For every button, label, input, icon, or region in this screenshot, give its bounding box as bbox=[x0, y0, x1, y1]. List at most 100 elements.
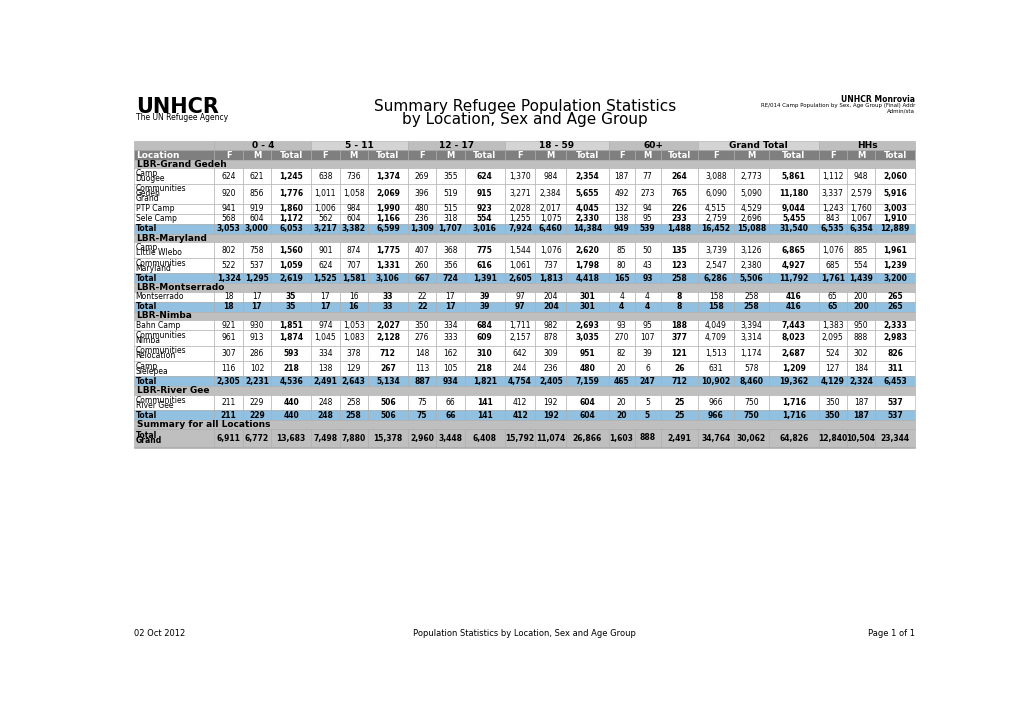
Bar bbox=[436, 395, 465, 411]
Bar bbox=[311, 361, 340, 376]
Text: 11,792: 11,792 bbox=[779, 274, 809, 283]
Text: 6,286: 6,286 bbox=[703, 274, 728, 283]
Bar bbox=[876, 150, 915, 160]
Bar bbox=[847, 224, 876, 234]
Text: 23,344: 23,344 bbox=[881, 434, 910, 442]
Bar bbox=[436, 273, 465, 283]
Text: 1,851: 1,851 bbox=[280, 321, 303, 329]
Bar bbox=[876, 214, 915, 224]
Bar bbox=[243, 169, 271, 184]
Bar bbox=[733, 302, 769, 312]
Bar bbox=[243, 214, 271, 224]
Text: 258: 258 bbox=[744, 292, 759, 301]
Bar bbox=[876, 376, 915, 387]
Bar bbox=[340, 429, 368, 447]
Text: 236: 236 bbox=[544, 364, 558, 373]
Bar bbox=[733, 429, 769, 447]
Text: 17: 17 bbox=[321, 292, 330, 301]
Bar bbox=[733, 243, 769, 258]
Bar bbox=[769, 361, 818, 376]
Bar bbox=[214, 204, 243, 214]
Text: 1,059: 1,059 bbox=[280, 261, 303, 270]
Bar bbox=[505, 395, 536, 411]
Text: Grand: Grand bbox=[136, 436, 162, 445]
Bar bbox=[876, 273, 915, 283]
Bar bbox=[818, 184, 847, 204]
Text: 270: 270 bbox=[614, 333, 629, 342]
Text: 184: 184 bbox=[854, 364, 868, 373]
Text: Sele Camp: Sele Camp bbox=[136, 214, 176, 224]
Bar bbox=[311, 140, 408, 150]
Bar bbox=[818, 204, 847, 214]
Text: 1,439: 1,439 bbox=[849, 274, 873, 283]
Bar bbox=[311, 330, 340, 345]
Text: Total: Total bbox=[575, 151, 599, 159]
Text: 20: 20 bbox=[616, 411, 627, 420]
Text: LBR-Nimba: LBR-Nimba bbox=[136, 311, 193, 321]
Bar bbox=[536, 214, 566, 224]
Bar bbox=[698, 224, 733, 234]
Bar bbox=[733, 395, 769, 411]
Bar bbox=[698, 330, 733, 345]
Bar bbox=[465, 395, 505, 411]
Bar bbox=[408, 302, 436, 312]
Text: 26: 26 bbox=[674, 364, 685, 373]
Text: 13,683: 13,683 bbox=[276, 434, 306, 442]
Text: 568: 568 bbox=[221, 214, 236, 224]
Bar bbox=[698, 184, 733, 204]
Text: 2,333: 2,333 bbox=[884, 321, 907, 329]
Text: 2,095: 2,095 bbox=[822, 333, 844, 342]
Text: 6,460: 6,460 bbox=[539, 224, 563, 233]
Bar bbox=[566, 273, 608, 283]
Text: 562: 562 bbox=[318, 214, 333, 224]
Text: 4,927: 4,927 bbox=[782, 261, 806, 270]
Text: 1,603: 1,603 bbox=[609, 434, 634, 442]
Bar bbox=[608, 330, 635, 345]
Text: 356: 356 bbox=[443, 261, 458, 270]
Bar bbox=[733, 224, 769, 234]
Text: 204: 204 bbox=[544, 292, 558, 301]
Text: 2,620: 2,620 bbox=[575, 245, 599, 255]
Text: Total: Total bbox=[473, 151, 497, 159]
Text: Total: Total bbox=[136, 302, 157, 311]
Text: 1,053: 1,053 bbox=[343, 321, 365, 329]
Bar bbox=[214, 214, 243, 224]
Bar bbox=[818, 395, 847, 411]
Bar bbox=[733, 330, 769, 345]
Bar bbox=[847, 292, 876, 302]
Bar bbox=[698, 395, 733, 411]
Text: 2,231: 2,231 bbox=[245, 377, 269, 386]
Text: 26,866: 26,866 bbox=[572, 434, 602, 442]
Text: 440: 440 bbox=[284, 411, 299, 420]
Bar bbox=[505, 361, 536, 376]
Bar bbox=[698, 150, 733, 160]
Bar bbox=[311, 411, 340, 421]
Text: 14,384: 14,384 bbox=[572, 224, 602, 233]
Bar bbox=[271, 302, 311, 312]
Bar bbox=[271, 224, 311, 234]
Bar bbox=[769, 243, 818, 258]
Bar bbox=[566, 169, 608, 184]
Bar bbox=[340, 214, 368, 224]
Text: 915: 915 bbox=[477, 190, 493, 198]
Bar bbox=[271, 292, 311, 302]
Bar bbox=[408, 243, 436, 258]
Text: 1,716: 1,716 bbox=[782, 398, 806, 407]
Bar bbox=[608, 140, 698, 150]
Bar bbox=[436, 292, 465, 302]
Bar bbox=[608, 224, 635, 234]
Bar bbox=[847, 214, 876, 224]
Text: 4,418: 4,418 bbox=[575, 274, 599, 283]
Bar bbox=[465, 376, 505, 387]
Text: 258: 258 bbox=[346, 398, 360, 407]
Text: 355: 355 bbox=[443, 172, 458, 181]
Bar bbox=[243, 184, 271, 204]
Text: UNHCR Monrovia: UNHCR Monrovia bbox=[842, 95, 915, 104]
Bar bbox=[368, 376, 408, 387]
Bar bbox=[214, 429, 243, 447]
Text: Communities: Communities bbox=[136, 185, 186, 193]
Text: 1,058: 1,058 bbox=[343, 190, 365, 198]
Text: 1,076: 1,076 bbox=[540, 245, 561, 255]
Bar bbox=[368, 150, 408, 160]
Bar bbox=[536, 395, 566, 411]
